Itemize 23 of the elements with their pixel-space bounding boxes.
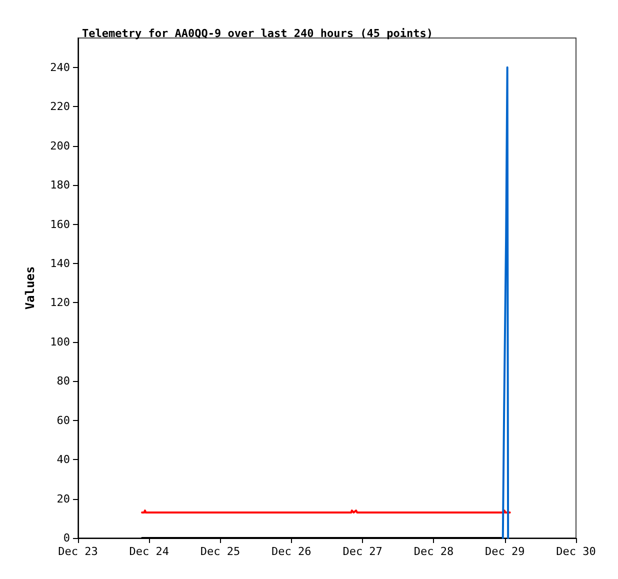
y-tick-label: 20 <box>56 492 70 506</box>
y-tick-label: 80 <box>56 374 70 388</box>
y-tick-label: 140 <box>50 256 70 270</box>
y-tick-label: 220 <box>50 100 70 114</box>
x-tick-label: Dec 24 <box>129 545 170 558</box>
y-tick-label: 160 <box>50 218 70 231</box>
chart-title: Telemetry for AA0QQ-9 over last 240 hours (45 points) <box>82 27 433 40</box>
x-tick-label: Dec 23 <box>58 545 98 558</box>
y-tick-label: 0 <box>63 532 70 544</box>
y-axis-title: Values <box>23 266 37 310</box>
y-tick-label: 120 <box>50 296 70 310</box>
y-tick-label: 40 <box>56 453 70 466</box>
x-tick-label: Dec 26 <box>272 545 312 558</box>
y-tick-label: 180 <box>50 178 70 192</box>
x-tick-label: Dec 30 <box>556 545 596 558</box>
y-tick-label: 60 <box>56 414 70 427</box>
y-tick-label: 100 <box>50 335 70 348</box>
x-tick-label: Dec 25 <box>200 545 240 558</box>
y-tick-label: 240 <box>50 60 70 74</box>
y-tick-label: 200 <box>50 139 70 152</box>
x-tick-label: Dec 27 <box>342 545 382 558</box>
x-tick-label: Dec 29 <box>484 545 525 558</box>
x-tick-label: Dec 28 <box>414 545 454 558</box>
